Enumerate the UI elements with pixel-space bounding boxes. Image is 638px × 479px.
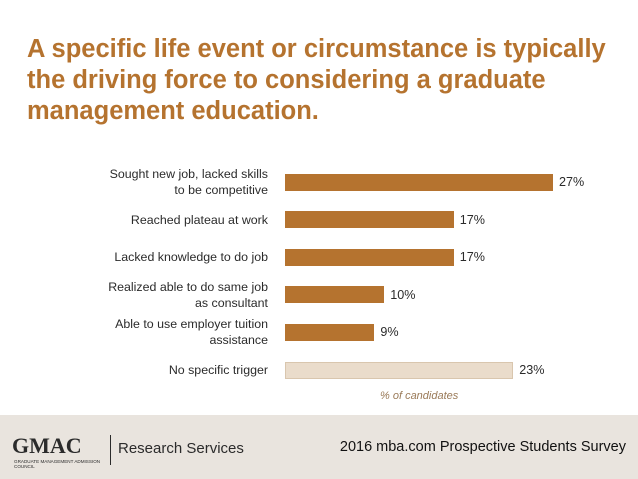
value-label: 17%: [459, 212, 485, 227]
category-label-line: No specific trigger: [168, 363, 268, 377]
bar: [285, 361, 514, 379]
footer-divider: [110, 435, 111, 465]
value-label: 17%: [459, 250, 485, 265]
value-label: 23%: [519, 363, 545, 377]
category-label-line: Reached plateau at work: [130, 212, 268, 227]
category-label: No specific trigger: [28, 362, 268, 378]
survey-name: 2016 mba.com Prospective Students Survey: [339, 439, 626, 455]
bar: [285, 211, 454, 229]
logo-subtext: GRADUATE MANAGEMENT ADMISSION COUNCIL: [14, 459, 101, 469]
value-label: 9%: [380, 325, 399, 340]
category-label-line: as consultant: [194, 295, 268, 310]
bar: [285, 248, 454, 266]
gmac-logo: GMAC GRADUATE MANAGEMENT ADMISSION COUNC…: [12, 433, 108, 469]
value-label: 10%: [390, 287, 416, 302]
bar-chart: Sought new job, lacked skills to be compe…: [0, 160, 638, 410]
bar: [285, 286, 385, 304]
category-label-line: assistance: [209, 333, 268, 348]
chart-title: A specific life event or circumstance is…: [27, 35, 606, 125]
category-label: Sought new job, lacked skills to be compe…: [28, 166, 268, 198]
category-label: Reached plateau at work: [28, 212, 268, 228]
category-label-line: Realized able to do same job: [108, 279, 268, 294]
category-label: Able to use employer tuition assistance: [28, 316, 268, 348]
category-label: Realized able to do same job as consultan…: [28, 279, 268, 311]
category-label-line: to be competitive: [174, 183, 268, 197]
x-axis-label: % of candidates: [380, 390, 459, 402]
category-label-line: Sought new job, lacked skills: [109, 167, 268, 181]
division-name: Research Services: [118, 440, 244, 457]
logo-wordmark: GMAC: [12, 433, 82, 458]
bar: [285, 323, 375, 341]
footer: GMAC GRADUATE MANAGEMENT ADMISSION COUNC…: [0, 415, 638, 479]
value-label: 27%: [559, 175, 585, 189]
category-label: Lacked knowledge to do job: [28, 249, 268, 265]
category-label-line: Lacked knowledge to do job: [114, 250, 268, 265]
category-label-line: Able to use employer tuition: [115, 317, 268, 332]
bar: [285, 173, 553, 191]
